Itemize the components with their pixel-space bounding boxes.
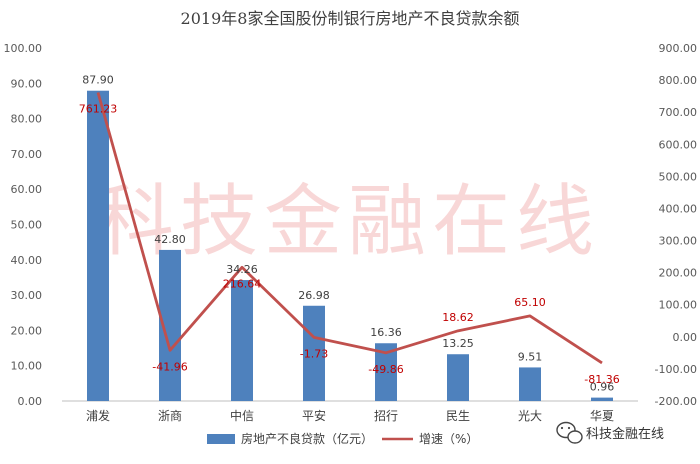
category-label: 民生 bbox=[446, 409, 470, 423]
left-tick-label: 70.00 bbox=[11, 148, 43, 161]
line-value-label: 761.23 bbox=[79, 103, 118, 116]
bar bbox=[159, 249, 181, 401]
brand: 科技金融在线 bbox=[556, 421, 664, 444]
bar bbox=[591, 397, 613, 401]
right-tick-label: 900.00 bbox=[659, 42, 698, 55]
bar-value-label: 9.51 bbox=[518, 350, 543, 363]
right-tick-label: 500.00 bbox=[659, 170, 698, 183]
right-tick-label: 600.00 bbox=[659, 138, 698, 151]
line-value-label: -1.73 bbox=[300, 347, 328, 360]
bar-value-label: 34.26 bbox=[226, 263, 258, 276]
left-tick-label: 20.00 bbox=[11, 324, 43, 337]
left-tick-label: 60.00 bbox=[11, 183, 43, 196]
line-value-label: 18.62 bbox=[442, 311, 474, 324]
line-value-label: 65.10 bbox=[514, 296, 546, 309]
right-tick-label: 300.00 bbox=[659, 235, 698, 248]
data-labels: 87.90 42.80 34.26 26.98 16.36 13.25 9.51 0.96 76… bbox=[79, 74, 620, 394]
legend-bar-swatch bbox=[207, 434, 235, 444]
bar-value-label: 13.25 bbox=[442, 337, 474, 350]
legend-bar-label: 房地产不良贷款（亿元） bbox=[241, 431, 373, 446]
line-value-label: -41.96 bbox=[152, 360, 187, 373]
line-series bbox=[96, 92, 603, 365]
line-value-label: 216.64 bbox=[223, 277, 262, 290]
right-tick-label: 0.00 bbox=[673, 331, 698, 344]
bar bbox=[303, 305, 325, 401]
bar bbox=[87, 90, 109, 401]
bar-value-label: 16.36 bbox=[370, 326, 402, 339]
bar bbox=[375, 343, 397, 401]
right-tick-label: 200.00 bbox=[659, 267, 698, 280]
right-tick-label: 400.00 bbox=[659, 202, 698, 215]
left-tick-label: 90.00 bbox=[11, 77, 43, 90]
growth-line bbox=[96, 92, 603, 365]
line-value-label: -49.86 bbox=[368, 363, 403, 376]
left-tick-label: 50.00 bbox=[11, 219, 43, 232]
left-tick-label: 80.00 bbox=[11, 113, 43, 126]
right-tick-label: -200.00 bbox=[655, 395, 697, 408]
bar bbox=[231, 280, 253, 401]
right-tick-label: 800.00 bbox=[659, 74, 698, 87]
brand-name: 科技金融在线 bbox=[586, 426, 664, 442]
category-label: 浦发 bbox=[86, 408, 110, 423]
line-value-label: -81.36 bbox=[584, 373, 619, 386]
bar-series bbox=[87, 90, 613, 401]
bar-value-label: 42.80 bbox=[154, 233, 186, 246]
category-label: 光大 bbox=[518, 409, 542, 423]
bar bbox=[447, 354, 469, 401]
chart-title: 2019年8家全国股份制银行房地产不良贷款余额 bbox=[181, 9, 520, 28]
legend: 房地产不良贷款（亿元） 增速（%） bbox=[207, 431, 478, 446]
right-tick-label: -100.00 bbox=[655, 363, 697, 376]
category-label: 招行 bbox=[374, 409, 398, 423]
right-tick-label: 100.00 bbox=[659, 299, 698, 312]
right-tick-label: 700.00 bbox=[659, 106, 698, 119]
left-tick-label: 10.00 bbox=[11, 360, 43, 373]
bar-value-label: 26.98 bbox=[298, 289, 330, 302]
wechat-icon bbox=[556, 421, 583, 444]
left-tick-label: 0.00 bbox=[18, 395, 43, 408]
left-tick-label: 30.00 bbox=[11, 289, 43, 302]
bar-value-label: 0.96 bbox=[590, 381, 615, 394]
category-label: 平安 bbox=[302, 408, 326, 423]
category-label: 华夏 bbox=[590, 409, 614, 423]
legend-line-label: 增速（%） bbox=[419, 432, 478, 446]
category-label: 中信 bbox=[230, 408, 254, 423]
bar bbox=[519, 367, 541, 401]
axes: 0.00 10.00 20.00 30.00 40.00 50.00 60.00 70.00 8… bbox=[4, 42, 698, 423]
bar-value-label: 87.90 bbox=[82, 74, 114, 87]
category-label: 浙商 bbox=[158, 408, 182, 423]
left-tick-label: 100.00 bbox=[4, 42, 43, 55]
left-tick-label: 40.00 bbox=[11, 254, 43, 267]
